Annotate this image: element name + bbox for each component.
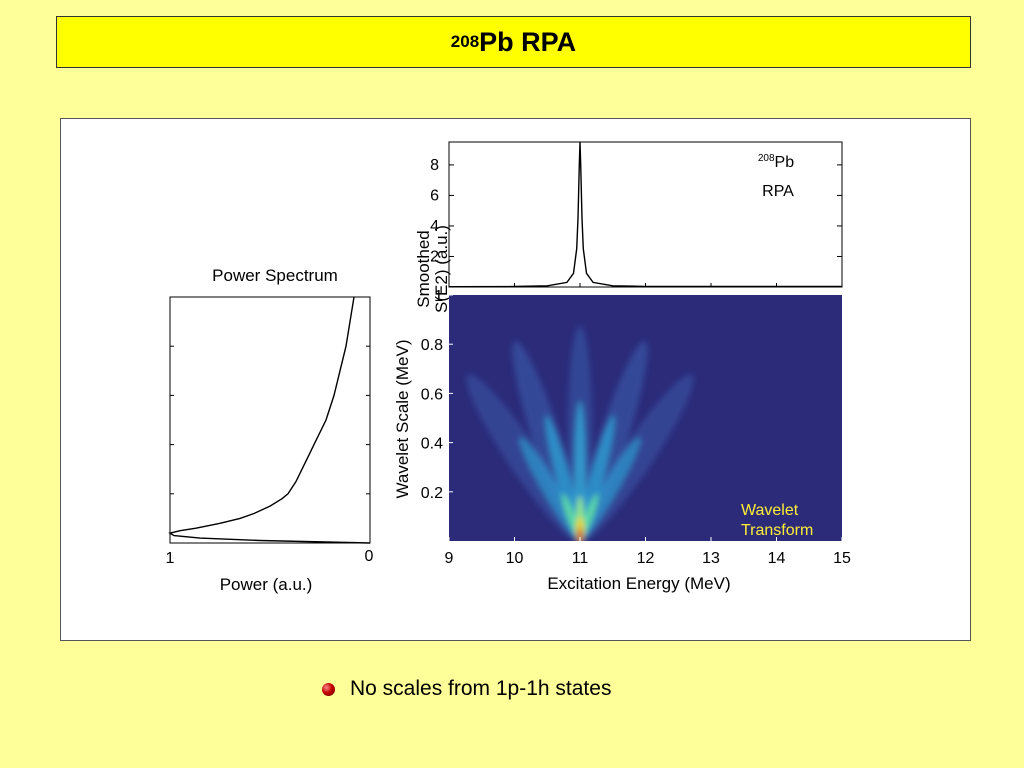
wavelet-ticks xyxy=(448,294,843,541)
wavelet-xtick-label-14: 14 xyxy=(768,550,786,567)
top-plot-frame xyxy=(448,141,843,288)
wavelet-ytick-label-0.6: 0.6 xyxy=(421,386,443,403)
wavelet-xtick-label-12: 12 xyxy=(637,550,655,567)
power-xlabel: Power (a.u.) xyxy=(220,575,313,594)
bullet-text: No scales from 1p-1h states xyxy=(350,677,612,700)
power-curve xyxy=(168,296,371,544)
bullet-item: No scales from 1p-1h states xyxy=(322,675,611,703)
wavelet-ytick-label-0.2: 0.2 xyxy=(421,485,443,502)
wavelet-xtick-label-11: 11 xyxy=(572,550,589,567)
power-plot-frame xyxy=(169,296,371,544)
top-ytick-label-2: 2 xyxy=(430,248,439,265)
wavelet-lobe-5 xyxy=(519,436,581,541)
top-ytick-label-8: 8 xyxy=(430,157,439,174)
annotation-element: Pb xyxy=(775,154,795,171)
wavelet-ytick-label-1: 1 xyxy=(434,288,443,305)
top-ytick-label-6: 6 xyxy=(430,187,439,204)
wavelet-lobe-6 xyxy=(579,436,641,541)
wavelet-label-line1: Wavelet xyxy=(741,502,799,519)
top-ytick-label-4: 4 xyxy=(430,218,439,235)
wavelet-xtick-label-13: 13 xyxy=(702,550,720,567)
top-ylabel-line2: S(E2) (a.u.) xyxy=(432,225,451,313)
top-ylabel-line1: Smoothed xyxy=(414,230,433,308)
wavelet-ytick-label-0.4: 0.4 xyxy=(421,436,443,453)
wavelet-xtick-label-15: 15 xyxy=(833,550,851,567)
wavelet-x-tick-labels: 9 10 11 12 13 14 15 xyxy=(445,550,851,567)
bullet-dot-icon xyxy=(322,682,335,696)
wavelet-lobe-9 xyxy=(574,401,586,541)
title-main: Pb RPA xyxy=(479,26,577,57)
smoothed-strength-plot: 2 4 6 8 Smoothed S(E2) (a.u.) 208Pb RPA xyxy=(414,141,843,313)
wavelet-xtick-label-9: 9 xyxy=(445,550,454,567)
title-superscript: 208 xyxy=(450,32,480,51)
wavelet-y-tick-labels: 0.2 0.4 0.6 0.8 1 xyxy=(421,288,443,502)
power-xtick-right: 0 xyxy=(365,548,374,565)
wavelet-transform-plot: 9 10 11 12 13 14 15 0.2 0.4 0.6 0.8 1 Excitation E… xyxy=(393,288,851,593)
top-annotation-isotope: 208Pb xyxy=(758,153,794,171)
wavelet-ytick-label-0.8: 0.8 xyxy=(421,337,443,354)
wavelet-label-line2: Transform xyxy=(741,522,813,539)
power-title: Power Spectrum xyxy=(212,266,338,285)
top-annotation-method: RPA xyxy=(762,183,794,200)
annotation-superscript: 208 xyxy=(758,153,775,164)
wavelet-xlabel: Excitation Energy (MeV) xyxy=(547,574,730,593)
strength-curve xyxy=(448,141,842,288)
slide-title: 208 Pb RPA xyxy=(56,16,971,68)
power-xtick-left: 1 xyxy=(166,550,175,567)
wavelet-xtick-label-10: 10 xyxy=(506,550,524,567)
wavelet-fan xyxy=(466,326,694,541)
wavelet-ylabel: Wavelet Scale (MeV) xyxy=(393,339,412,498)
wavelet-core-hot xyxy=(577,528,583,541)
power-spectrum-plot: Power Spectrum 1 0 Power (a.u.) xyxy=(166,266,374,594)
power-ticks xyxy=(170,345,370,495)
